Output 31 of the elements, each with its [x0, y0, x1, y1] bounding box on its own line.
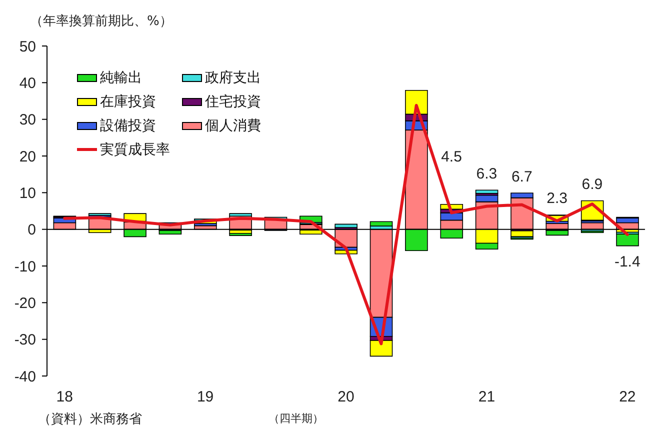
y-tick-label: 40 [19, 74, 36, 92]
data-label: -1.4 [614, 253, 640, 270]
data-label: 6.9 [582, 176, 603, 194]
legend-label: 政府支出 [205, 68, 261, 86]
x-tick-label: 20 [338, 388, 354, 406]
x-tick-label: 21 [478, 388, 496, 406]
data-label: 6.3 [476, 166, 498, 183]
legend-label: 住宅投資 [205, 92, 261, 110]
legend-label: 純輸出 [100, 68, 142, 86]
legend-label: 個人消費 [205, 116, 261, 134]
data-label: 2.3 [546, 190, 568, 208]
legend-label: 設備投資 [100, 116, 156, 134]
x-tick-label: 22 [619, 388, 636, 406]
x-axis-title: （四半期） [268, 412, 324, 425]
data-label: 4.5 [441, 148, 462, 166]
y-tick-label: -30 [14, 332, 36, 349]
y-tick-label: 0 [28, 222, 36, 239]
legend-label: 実質成長率 [100, 140, 170, 158]
data-label: 6.7 [511, 168, 532, 186]
y-tick-label: 50 [19, 38, 36, 56]
y-tick-label: 30 [19, 112, 36, 129]
y-axis-title: （年率換算前期比、%） [30, 14, 172, 29]
y-tick-label: 20 [19, 148, 36, 166]
y-tick-label: -40 [14, 368, 36, 386]
x-tick-label: 19 [196, 388, 214, 406]
y-tick-label: 10 [19, 184, 36, 202]
y-tick-label: -20 [14, 294, 36, 312]
y-tick-label: -10 [14, 258, 36, 276]
text: （資料）米商務省 [38, 412, 142, 427]
legend-label: 在庫投資 [100, 92, 156, 110]
x-tick-label: 18 [56, 388, 73, 406]
